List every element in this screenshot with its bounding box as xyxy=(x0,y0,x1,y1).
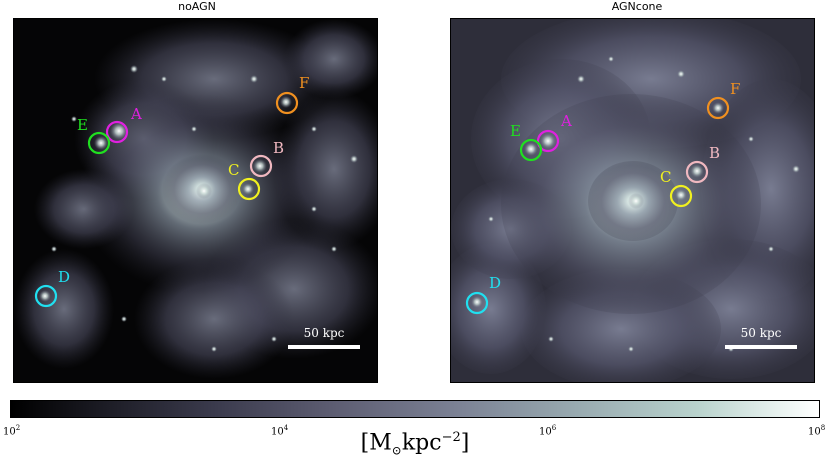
colorbar xyxy=(10,400,820,418)
density-map-agncone: A B C D E F 50 kpc xyxy=(451,19,814,382)
colorbar-tick-1e2: 102 xyxy=(3,424,21,438)
diffuse-gas xyxy=(14,19,377,379)
marker-label-C: C xyxy=(660,168,671,186)
marker-label-B: B xyxy=(709,144,720,162)
marker-label-A: A xyxy=(130,105,142,123)
scale-bar: 50 kpc xyxy=(288,326,360,349)
marker-D: D xyxy=(465,274,501,315)
panel-title-noagn: noAGN xyxy=(178,0,216,13)
marker-B: B xyxy=(249,139,284,178)
marker-B: B xyxy=(685,144,720,184)
marker-F: F xyxy=(275,74,309,115)
marker-E: E xyxy=(77,116,111,155)
image-panel-noagn: A B C D E F 50 kpc xyxy=(13,18,378,383)
marker-label-D: D xyxy=(489,274,501,292)
scale-bar-label: 50 kpc xyxy=(304,326,345,340)
marker-label-F: F xyxy=(299,74,309,92)
panel-title-agncone: AGNcone xyxy=(611,0,663,13)
marker-F: F xyxy=(706,80,740,120)
colorbar-tick-1e6: 106 xyxy=(539,424,557,438)
colorbar-label: [M⊙kpc−2] xyxy=(360,430,470,458)
scale-bar: 50 kpc xyxy=(725,326,797,349)
marker-C: C xyxy=(228,161,261,201)
image-panel-agncone: A B C D E F 50 kpc xyxy=(450,18,815,383)
marker-A: A xyxy=(536,112,572,153)
scale-bar-label: 50 kpc xyxy=(741,326,782,340)
marker-E: E xyxy=(510,122,543,162)
density-map-noagn: A B C D E F 50 kpc xyxy=(14,19,377,379)
marker-label-C: C xyxy=(228,161,239,179)
marker-label-B: B xyxy=(273,139,284,157)
satellite-clumps xyxy=(39,65,358,352)
marker-C: C xyxy=(660,168,693,208)
colorbar-tick-1e4: 104 xyxy=(271,424,289,438)
marker-label-E: E xyxy=(77,116,88,134)
marker-D: D xyxy=(34,268,70,308)
colorbar-tick-1e8: 108 xyxy=(808,424,826,438)
marker-label-E: E xyxy=(510,122,521,140)
marker-A: A xyxy=(105,105,142,144)
marker-label-A: A xyxy=(560,112,572,130)
marker-label-F: F xyxy=(730,80,740,98)
marker-label-D: D xyxy=(58,268,70,286)
